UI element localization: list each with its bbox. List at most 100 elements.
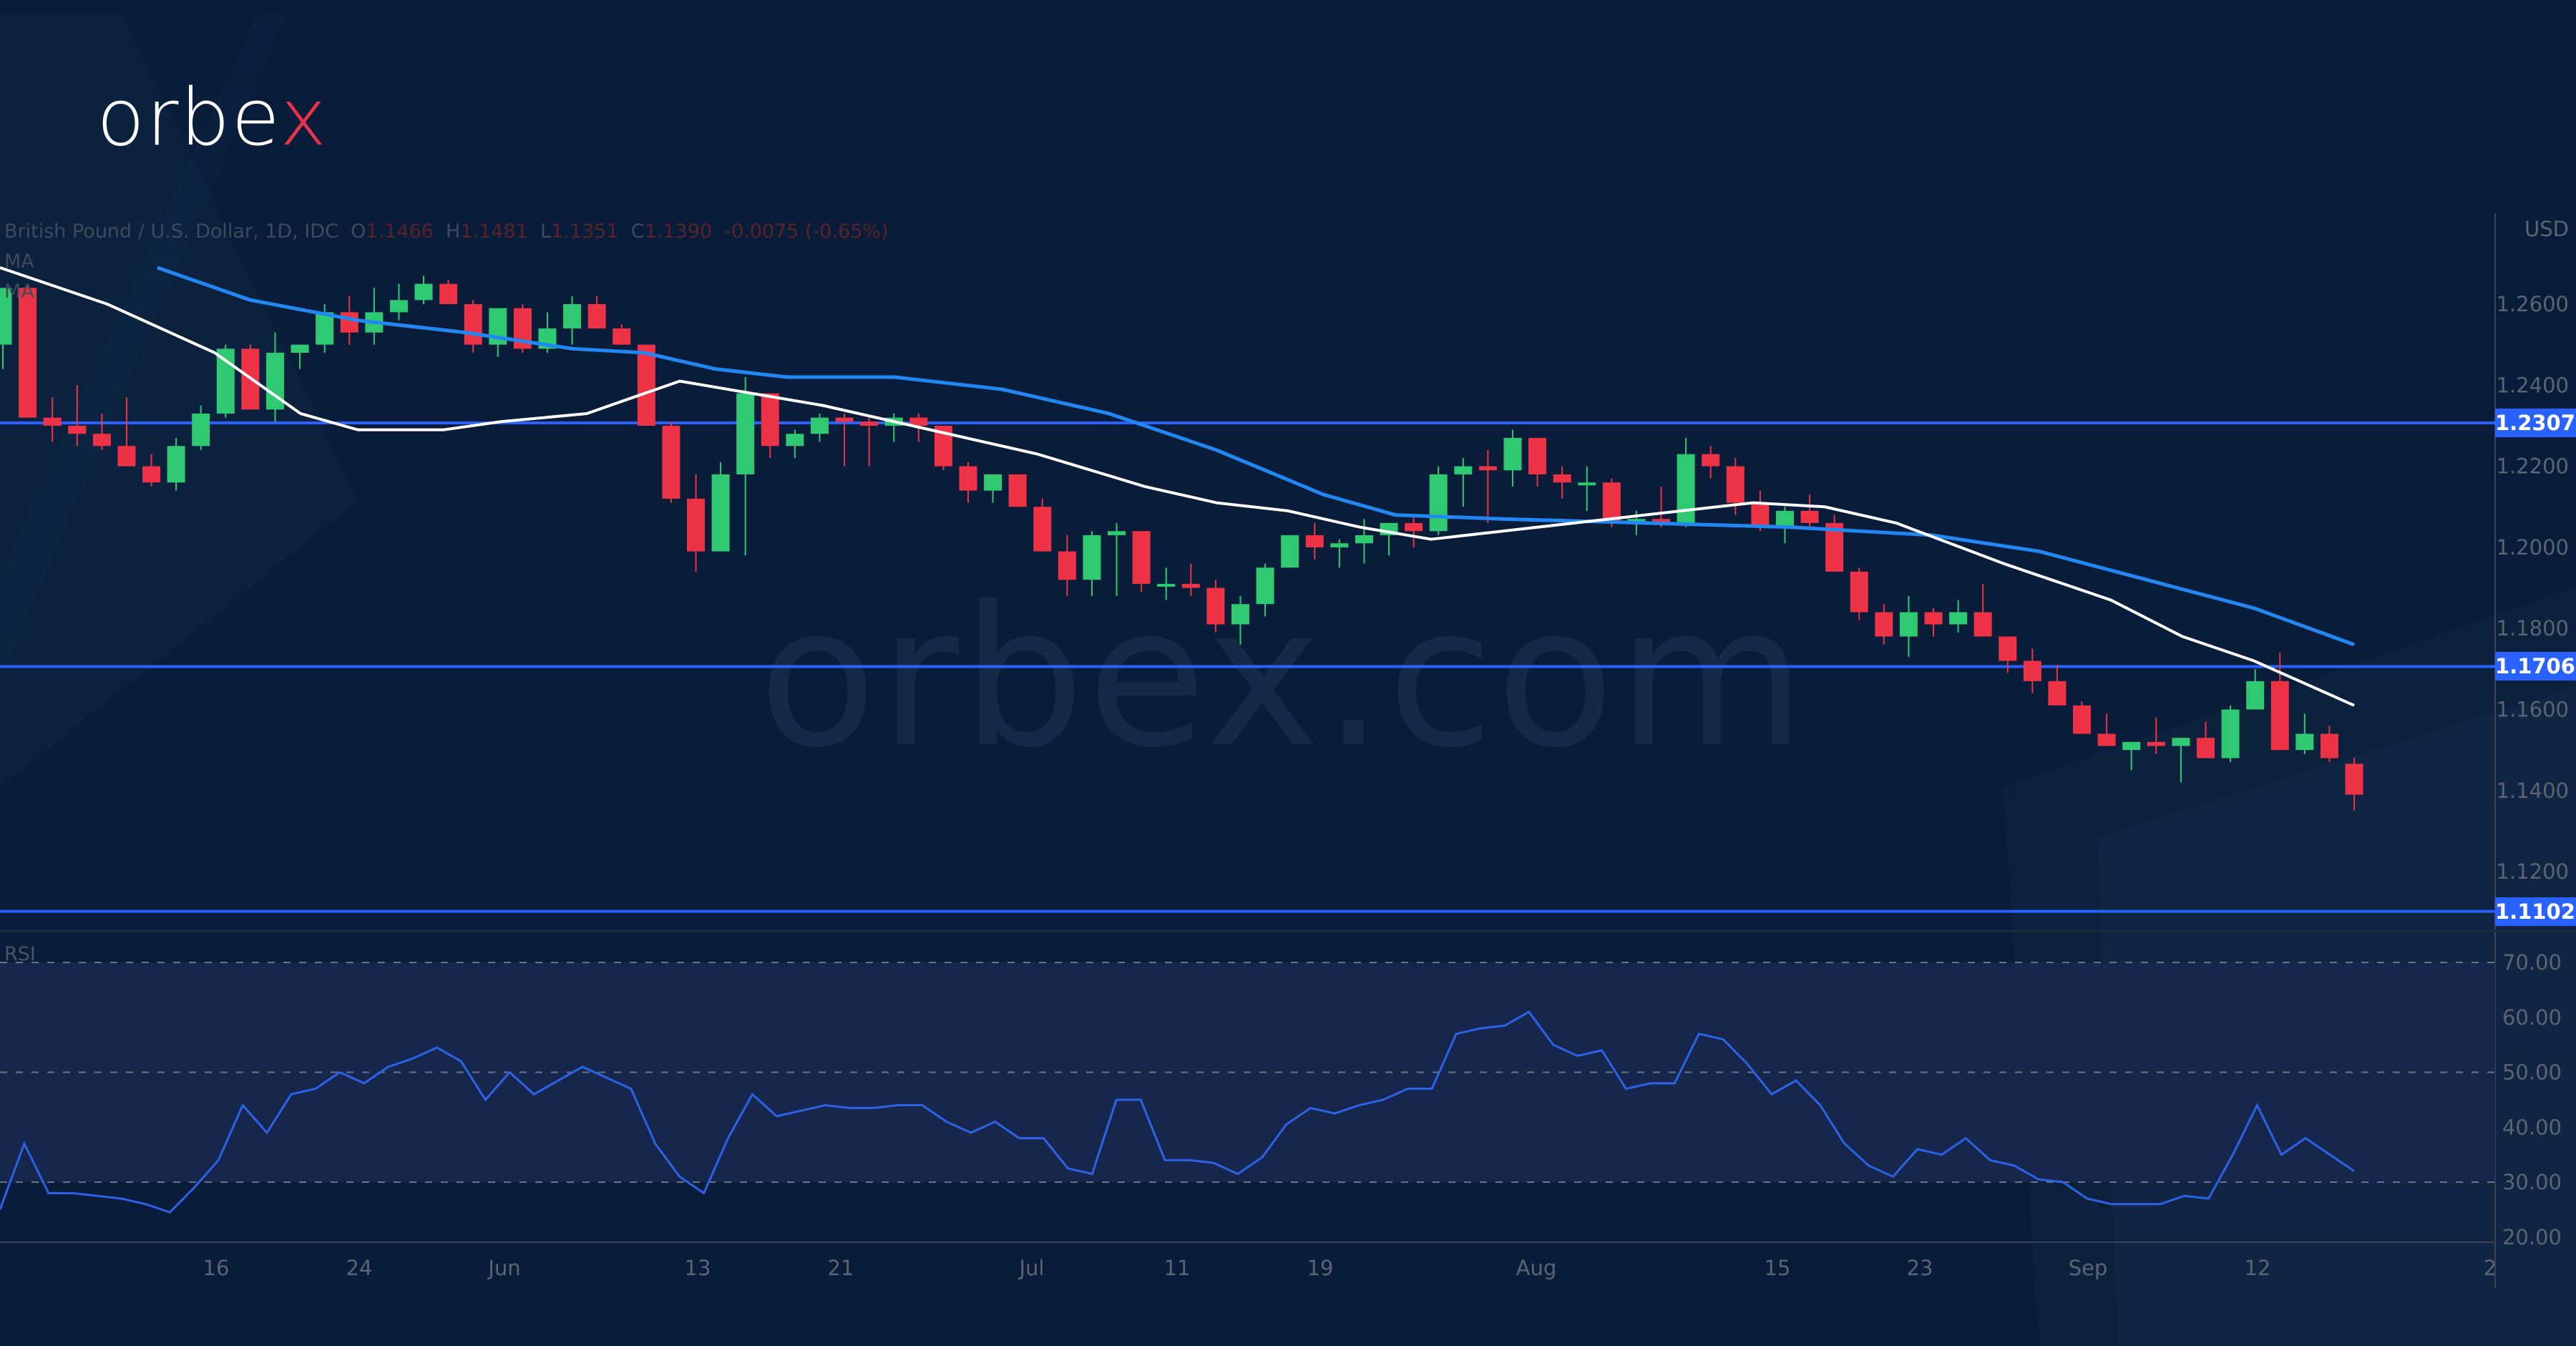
candle-down[interactable] [2270,681,2289,751]
candle-up[interactable] [1231,604,1249,625]
candle-up[interactable] [984,474,1002,491]
candle-down[interactable] [2097,733,2116,746]
candle-up[interactable] [216,348,235,414]
candle-down[interactable] [142,466,161,483]
candle-down[interactable] [1405,522,1423,532]
candle-up[interactable] [1355,535,1373,544]
rsi-label[interactable]: RSI [4,943,36,965]
candle-up[interactable] [1256,567,1274,605]
candle-down[interactable] [1206,587,1225,625]
ma-fast-label[interactable]: MA [4,250,34,273]
candle-up[interactable] [2122,741,2141,751]
candle-down[interactable] [959,466,977,491]
candle-up[interactable] [1454,466,1473,474]
candle-up[interactable] [167,446,185,483]
ma-fast-line[interactable] [0,266,2355,707]
price-level-tag[interactable]: 1.1102 [2495,897,2576,926]
candle-down[interactable] [1875,612,1893,637]
candle-down[interactable] [1132,531,1151,584]
candle-up[interactable] [1330,543,1349,547]
candle-up[interactable] [1578,482,1596,486]
candle-down[interactable] [439,283,458,304]
candle-down[interactable] [2147,741,2165,746]
candle-up[interactable] [1775,510,1794,527]
candle-up[interactable] [810,417,829,434]
candle-up[interactable] [736,393,755,474]
candle-down[interactable] [1305,535,1324,547]
candle-down[interactable] [1652,519,1670,523]
price-level-tag[interactable]: 1.2307 [2495,408,2576,437]
candle-down[interactable] [92,434,111,447]
rsi-tick: 20.00 [2502,1225,2562,1249]
candle-down[interactable] [1033,507,1052,552]
candle-down[interactable] [1058,551,1076,580]
candle-down[interactable] [587,304,606,328]
candle-up[interactable] [2246,681,2265,710]
candle-down[interactable] [687,498,706,552]
rsi-line[interactable] [0,1010,2355,1214]
candle-up[interactable] [563,304,582,328]
candle-down[interactable] [1528,437,1547,474]
candle-up[interactable] [2296,733,2314,751]
orbex-logo: orbex [97,72,328,163]
candle-up[interactable] [1083,535,1101,580]
candle-up[interactable] [1899,612,1918,637]
candle-up[interactable] [1503,437,1522,471]
candle-down[interactable] [1602,482,1621,523]
candle-down[interactable] [2048,681,2067,706]
candle-up[interactable] [1157,583,1176,587]
candle-up[interactable] [1949,612,1968,625]
candle-down[interactable] [68,425,87,434]
candle-up[interactable] [414,283,433,301]
candle-up[interactable] [389,300,408,313]
candle-down[interactable] [1702,454,1720,467]
candle-down[interactable] [2196,738,2215,759]
candle-up[interactable] [291,344,309,353]
candle-down[interactable] [2023,660,2041,681]
candle-down[interactable] [613,328,631,345]
candle-up[interactable] [1429,474,1448,532]
candle-down[interactable] [19,288,37,418]
candle-down[interactable] [1850,571,1868,613]
candle-down[interactable] [1008,474,1027,507]
candle-down[interactable] [340,312,358,333]
candle-down[interactable] [1553,474,1571,483]
candle-down[interactable] [2320,733,2338,759]
candle-up[interactable] [192,413,210,447]
candle-down[interactable] [1999,636,2017,661]
candle-down[interactable] [43,417,62,426]
candle-down[interactable] [1974,612,1992,637]
candle-up[interactable] [2221,709,2240,759]
price-tick: 1.2400 [2497,373,2569,397]
candle-down[interactable] [1751,502,1770,527]
candle-down[interactable] [1181,583,1200,588]
candle-down[interactable] [860,421,879,426]
rsi-tick: 70.00 [2502,950,2562,975]
candle-down[interactable] [662,425,680,499]
candle-down[interactable] [117,446,136,467]
candle-up[interactable] [711,474,730,552]
candle-down[interactable] [637,344,655,426]
candle-up[interactable] [0,288,12,345]
candle-up[interactable] [2172,738,2190,746]
candle-up[interactable] [786,434,804,447]
candle-down[interactable] [909,417,928,426]
candle-up[interactable] [1108,531,1126,535]
candle-down[interactable] [1800,510,1819,523]
candle-down[interactable] [1924,612,1943,625]
candle-down[interactable] [2345,764,2363,795]
candle-up[interactable] [1281,535,1299,568]
candle-down[interactable] [761,393,779,447]
candle-down[interactable] [1478,466,1497,471]
price-level-tag[interactable]: 1.1706 [2495,652,2576,681]
candle-down[interactable] [2073,705,2092,734]
candle-up[interactable] [316,312,334,345]
candle-down[interactable] [464,304,482,345]
candle-down[interactable] [835,417,854,422]
candle-down[interactable] [1726,466,1745,503]
candle-up[interactable] [1677,454,1695,523]
ma-slow-line[interactable] [157,265,2355,647]
ma-slow-label[interactable]: MA [4,281,34,303]
